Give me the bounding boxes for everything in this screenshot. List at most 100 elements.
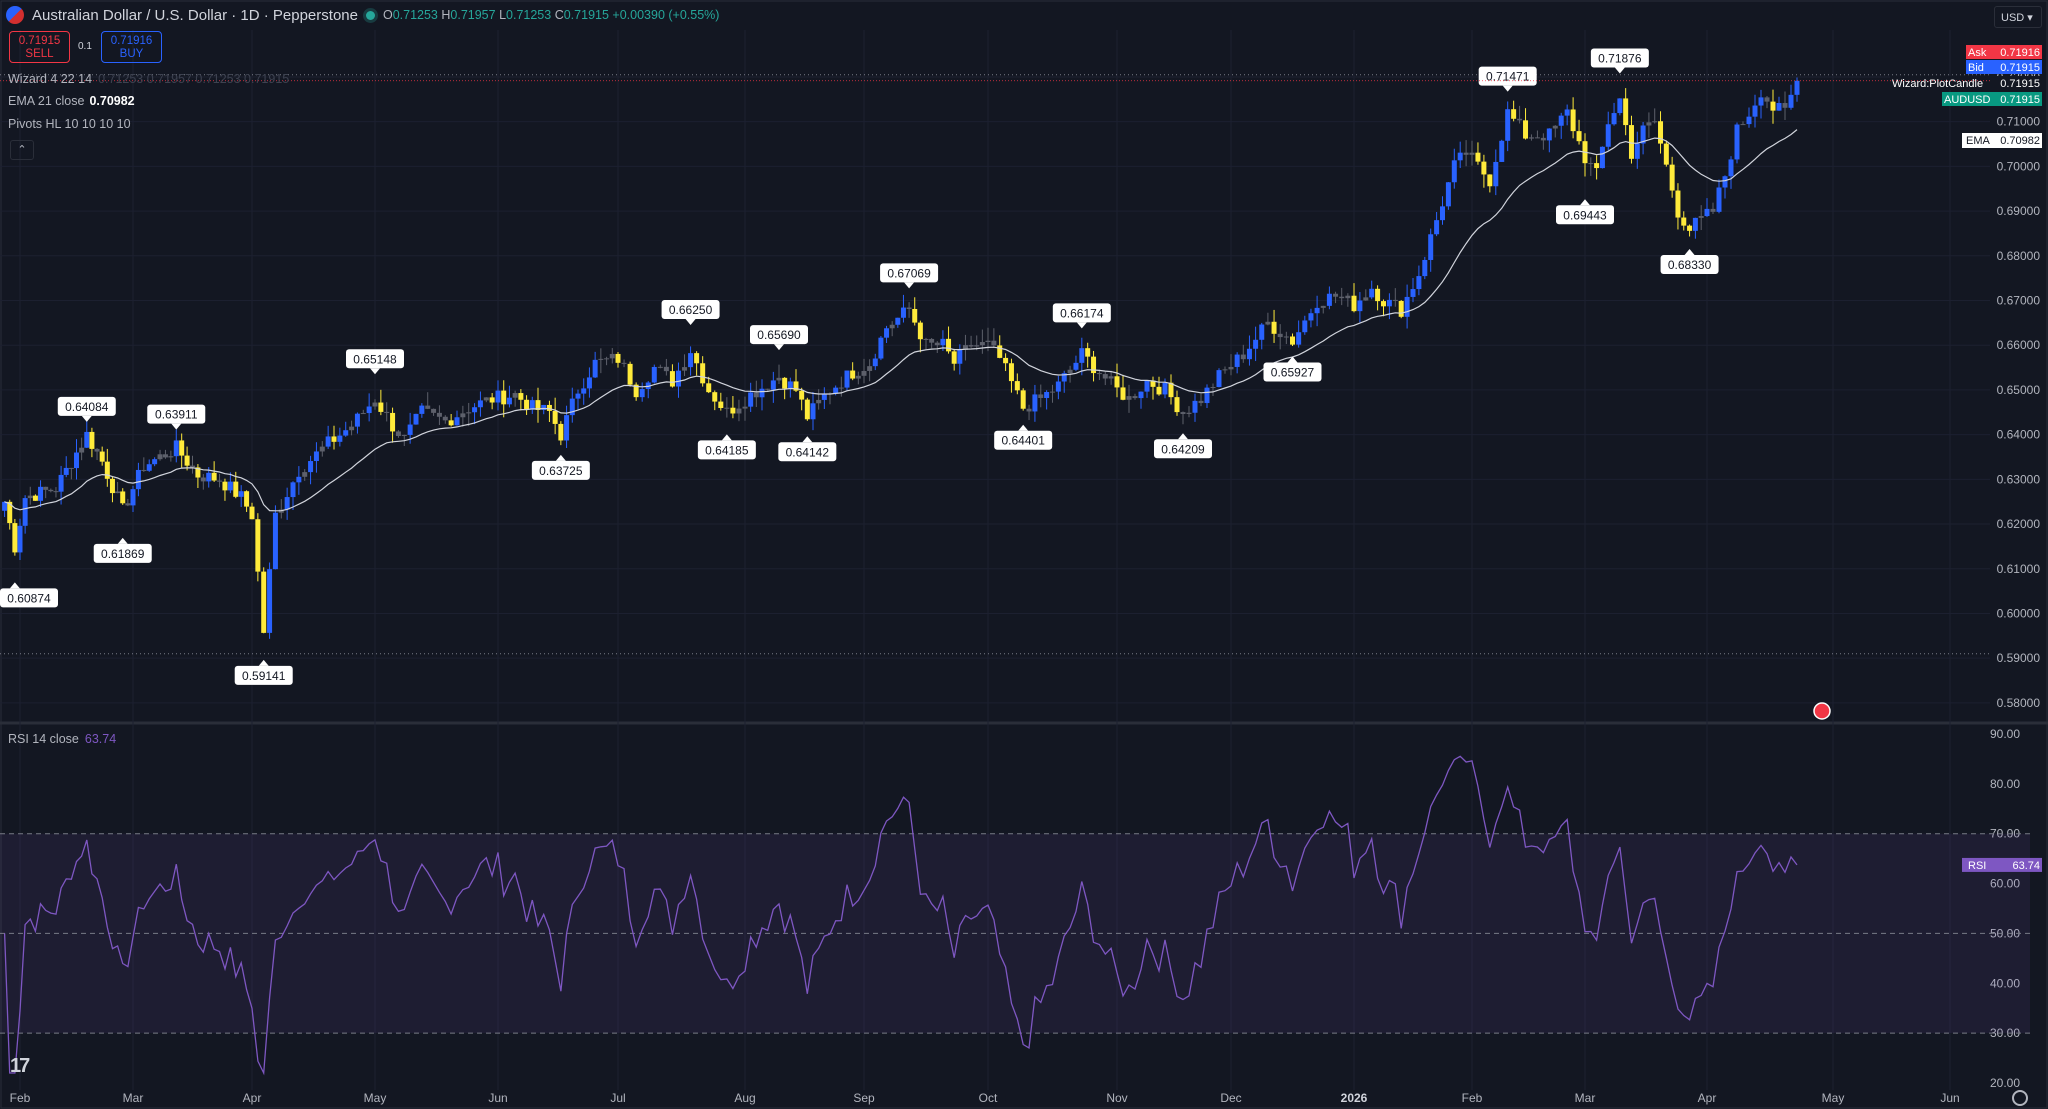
time-axis-label: Mar (123, 1091, 144, 1105)
candle-body (135, 469, 141, 490)
candle-body (1663, 143, 1669, 165)
price-axis-tick: 0.58000 (1997, 696, 2041, 710)
price-axis-tick: 0.69000 (1997, 204, 2041, 218)
price-axis-tick: 0.70000 (1997, 159, 2041, 173)
candle-body (1782, 103, 1788, 108)
candle-body (512, 393, 518, 398)
candle-body (799, 390, 805, 400)
candle-body (900, 307, 906, 318)
time-axis-label: Dec (1220, 1091, 1241, 1105)
candle-body (200, 477, 206, 482)
candle-body (1623, 98, 1629, 126)
pivot-label-box (750, 325, 808, 345)
candle-body (558, 423, 564, 441)
candle-body (267, 569, 273, 633)
candle-body (261, 571, 267, 633)
candle-body (173, 440, 179, 457)
time-axis-label: Apr (1698, 1091, 1717, 1105)
currency-selector[interactable]: USD ▾ (1994, 6, 2042, 28)
sell-button[interactable]: 0.71915 SELL (9, 31, 70, 63)
candle-body (1096, 373, 1102, 375)
candle-body (1290, 336, 1295, 345)
candle-body (1463, 152, 1469, 155)
candle-body (1333, 293, 1339, 297)
ask-tag-label: Ask (1968, 47, 1987, 59)
candle-body (592, 359, 598, 378)
wizard-indicator-legend[interactable]: Wizard 4 22 14 0.71253 0.71957 0.71253 0.… (8, 72, 290, 86)
candle-body (535, 400, 541, 410)
candle-body (378, 402, 384, 412)
candle-body (1253, 339, 1259, 349)
candle-body (325, 436, 331, 447)
candle-body (308, 461, 314, 473)
candle-body (313, 451, 319, 462)
candle-body (1722, 176, 1728, 188)
candle-body (1265, 321, 1271, 325)
tradingview-logo-icon[interactable]: 17 (10, 1055, 30, 1077)
candle-body (146, 464, 152, 471)
candle-body (1410, 289, 1416, 297)
candle-body (1228, 366, 1234, 370)
pivot-label-box (1263, 362, 1322, 382)
pivot-pointer (9, 582, 20, 589)
symbol-title[interactable]: Australian Dollar / U.S. Dollar · 1D · P… (32, 6, 358, 24)
collapse-legend-button[interactable]: ⌃ (10, 140, 34, 160)
candle-body (1351, 295, 1357, 312)
candle-body (401, 434, 407, 436)
sell-label: SELL (25, 48, 54, 60)
candle-body (1493, 161, 1499, 187)
pivot-label-box (93, 543, 152, 563)
candle-body (1457, 152, 1463, 161)
candle-body (669, 371, 675, 387)
rsi-axis-tick: 70.00 (1990, 827, 2020, 841)
pivot-pointer (1018, 424, 1029, 431)
pivots-indicator-legend[interactable]: Pivots HL 10 10 10 10 (8, 117, 131, 131)
candle-body (821, 394, 827, 400)
pivot-pointer (370, 368, 380, 375)
candle-body (1605, 124, 1611, 147)
candle-body (38, 486, 44, 501)
candle-body (249, 506, 255, 520)
ema-indicator-legend[interactable]: EMA 21 close 0.70982 (8, 94, 135, 108)
candle-body (867, 366, 873, 371)
candle-body (1375, 288, 1381, 302)
candle-body (1487, 174, 1493, 187)
pivot-label-box (1052, 303, 1111, 323)
candle-body (1144, 380, 1150, 392)
buy-button[interactable]: 0.71916 BUY (101, 31, 162, 63)
candle-body (1186, 412, 1192, 415)
candle-body (1617, 98, 1623, 114)
candle-body (454, 417, 460, 426)
candle-body (384, 411, 390, 413)
price-axis-tick: 0.59000 (1997, 651, 2041, 665)
candle-body (162, 454, 168, 458)
candle-body (615, 353, 621, 363)
candle-body (645, 382, 651, 390)
pivot-label-high: 0.66250 (669, 303, 713, 317)
time-axis-label: Mar (1575, 1091, 1596, 1105)
candle-body (506, 397, 512, 405)
settings-icon[interactable] (2012, 1090, 2028, 1106)
candle-body (1704, 208, 1710, 217)
candle-body (1764, 97, 1770, 102)
candle-body (1499, 140, 1505, 162)
candle-body (1770, 101, 1776, 111)
rsi-legend[interactable]: RSI 14 close 63.74 (8, 732, 117, 746)
candle-body (1710, 208, 1716, 212)
price-axis-tick: 0.65000 (1997, 383, 2041, 397)
candle-body (546, 404, 552, 411)
candle-body (575, 393, 581, 399)
rsi-tag-value: 63.74 (2012, 860, 2040, 872)
candle-body (609, 353, 615, 359)
pivot-label-box (661, 300, 720, 320)
candle-body (694, 353, 700, 364)
candle-body (337, 435, 343, 442)
candle-body (1681, 217, 1687, 226)
candle-body (477, 400, 483, 408)
pivot-label-box (346, 349, 404, 369)
candle-body (929, 338, 935, 343)
candle-body (472, 407, 478, 413)
candle-body (32, 495, 38, 501)
